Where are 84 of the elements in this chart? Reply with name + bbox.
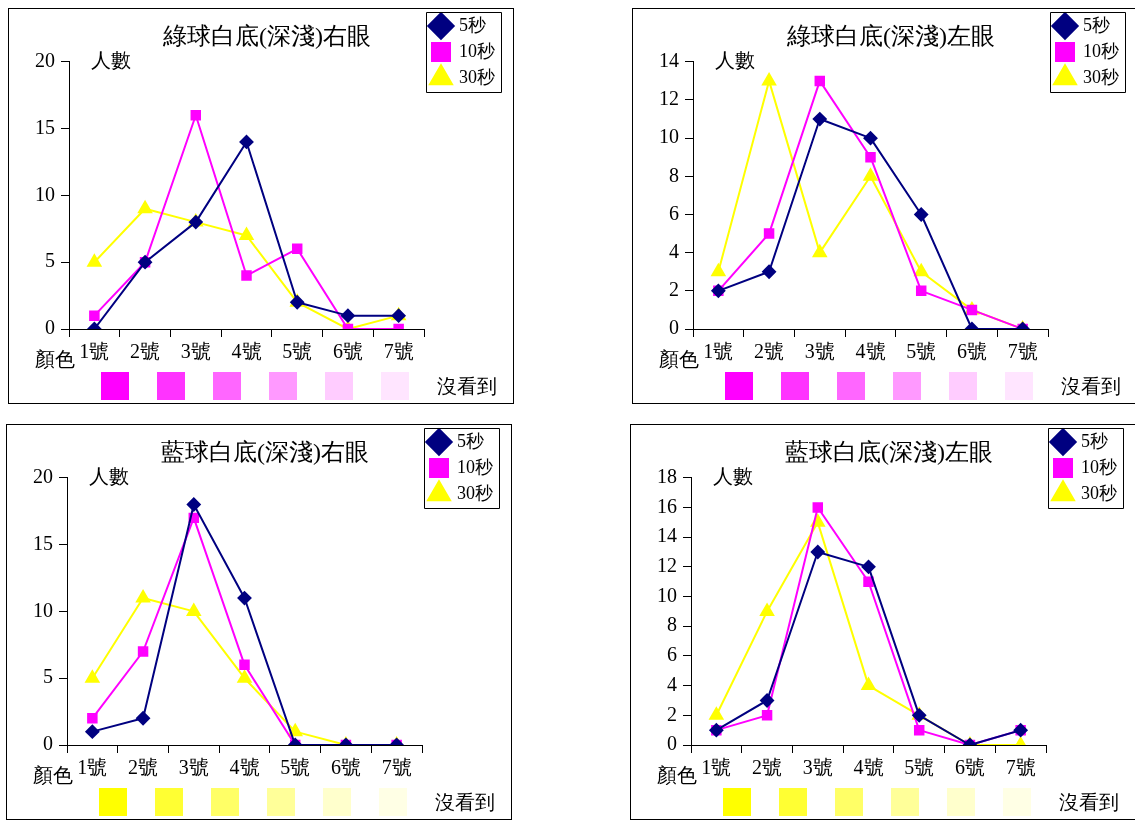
x-tick-label: 3號 [180, 340, 211, 363]
x-tick-label: 3號 [802, 756, 833, 779]
x-tick-label: 4號 [855, 340, 886, 363]
y-tick-label: 5 [43, 665, 53, 688]
y-tick-label: 18 [657, 465, 677, 488]
y-tick-label: 2 [667, 702, 677, 725]
legend-label: 10秒 [459, 40, 495, 61]
x-tick-label: 2號 [754, 340, 785, 363]
legend-label: 5秒 [1081, 430, 1108, 451]
chart-title: 綠球白底(深淺)右眼 [162, 22, 371, 49]
x-axis-title: 顏色 [35, 348, 75, 371]
legend-label: 5秒 [1083, 14, 1110, 35]
legend-label: 5秒 [459, 14, 486, 35]
y-tick-label: 14 [659, 49, 679, 72]
x-axis-title: 顏色 [657, 764, 697, 787]
y-axis-title: 人數 [89, 465, 129, 488]
y-tick-label: 12 [657, 554, 677, 577]
x-tick-label: 6號 [954, 756, 985, 779]
y-tick-label: 6 [669, 201, 679, 224]
x-tick-label: 6號 [956, 340, 987, 363]
y-axis-title: 人數 [91, 49, 131, 72]
y-tick-label: 0 [667, 732, 677, 755]
y-tick-label: 5 [45, 249, 55, 272]
legend-label: 5秒 [457, 430, 484, 451]
x-tick-label: 6號 [332, 340, 363, 363]
text: 沒看到 [1059, 789, 1119, 815]
legend-label: 10秒 [1081, 456, 1117, 477]
x-tick-label: 3號 [804, 340, 835, 363]
y-axis-title: 人數 [715, 49, 755, 72]
legend-label: 30秒 [1083, 66, 1119, 87]
x-tick-label: 7號 [1007, 340, 1038, 363]
x-tick-label: 4號 [231, 340, 262, 363]
y-tick-label: 4 [667, 672, 677, 695]
y-tick-label: 10 [657, 583, 677, 606]
x-tick-label: 2號 [130, 340, 161, 363]
x-tick-label: 7號 [381, 756, 412, 779]
y-tick-label: 0 [669, 316, 679, 339]
chart-title: 藍球白底(深淺)右眼 [161, 438, 369, 465]
y-axis-title: 人數 [713, 465, 753, 488]
x-tick-label: 4號 [229, 756, 260, 779]
legend-label: 10秒 [1083, 40, 1119, 61]
x-tick-label: 5號 [282, 340, 313, 363]
y-tick-label: 0 [45, 316, 55, 339]
legend-label: 30秒 [1081, 482, 1117, 503]
y-tick-label: 15 [33, 531, 53, 554]
x-tick-label: 6號 [330, 756, 361, 779]
x-tick-label: 5號 [906, 340, 937, 363]
x-tick-label: 5號 [280, 756, 311, 779]
x-tick-label: 2號 [752, 756, 783, 779]
y-tick-label: 10 [33, 598, 53, 621]
x-tick-label: 2號 [128, 756, 159, 779]
x-tick-label: 7號 [383, 340, 414, 363]
y-tick-label: 8 [669, 163, 679, 186]
y-tick-label: 14 [657, 524, 677, 547]
y-tick-label: 0 [43, 732, 53, 755]
chart-title: 綠球白底(深淺)左眼 [786, 22, 995, 49]
legend-label: 30秒 [457, 482, 493, 503]
y-tick-label: 10 [659, 125, 679, 148]
x-tick-label: 3號 [178, 756, 209, 779]
x-tick-label: 1號 [703, 340, 734, 363]
y-tick-label: 12 [659, 87, 679, 110]
x-axis-title: 顏色 [33, 764, 73, 787]
y-tick-label: 20 [33, 465, 53, 488]
y-tick-label: 10 [35, 182, 55, 205]
y-tick-label: 8 [667, 613, 677, 636]
y-tick-label: 15 [35, 115, 55, 138]
legend-label: 30秒 [459, 66, 495, 87]
x-tick-label: 1號 [79, 340, 110, 363]
x-tick-label: 4號 [853, 756, 884, 779]
x-tick-label: 1號 [701, 756, 732, 779]
x-axis-title: 顏色 [659, 348, 699, 371]
text: 沒看到 [437, 373, 497, 399]
text: 沒看到 [1061, 373, 1121, 399]
x-tick-label: 7號 [1005, 756, 1036, 779]
y-tick-label: 4 [669, 239, 679, 262]
legend-label: 10秒 [457, 456, 493, 477]
x-tick-label: 5號 [904, 756, 935, 779]
text: 沒看到 [435, 789, 495, 815]
y-tick-label: 16 [657, 494, 677, 517]
x-tick-label: 1號 [77, 756, 108, 779]
y-tick-label: 2 [669, 278, 679, 301]
y-tick-label: 6 [667, 643, 677, 666]
y-tick-label: 20 [35, 49, 55, 72]
chart-title: 藍球白底(深淺)左眼 [785, 438, 993, 465]
